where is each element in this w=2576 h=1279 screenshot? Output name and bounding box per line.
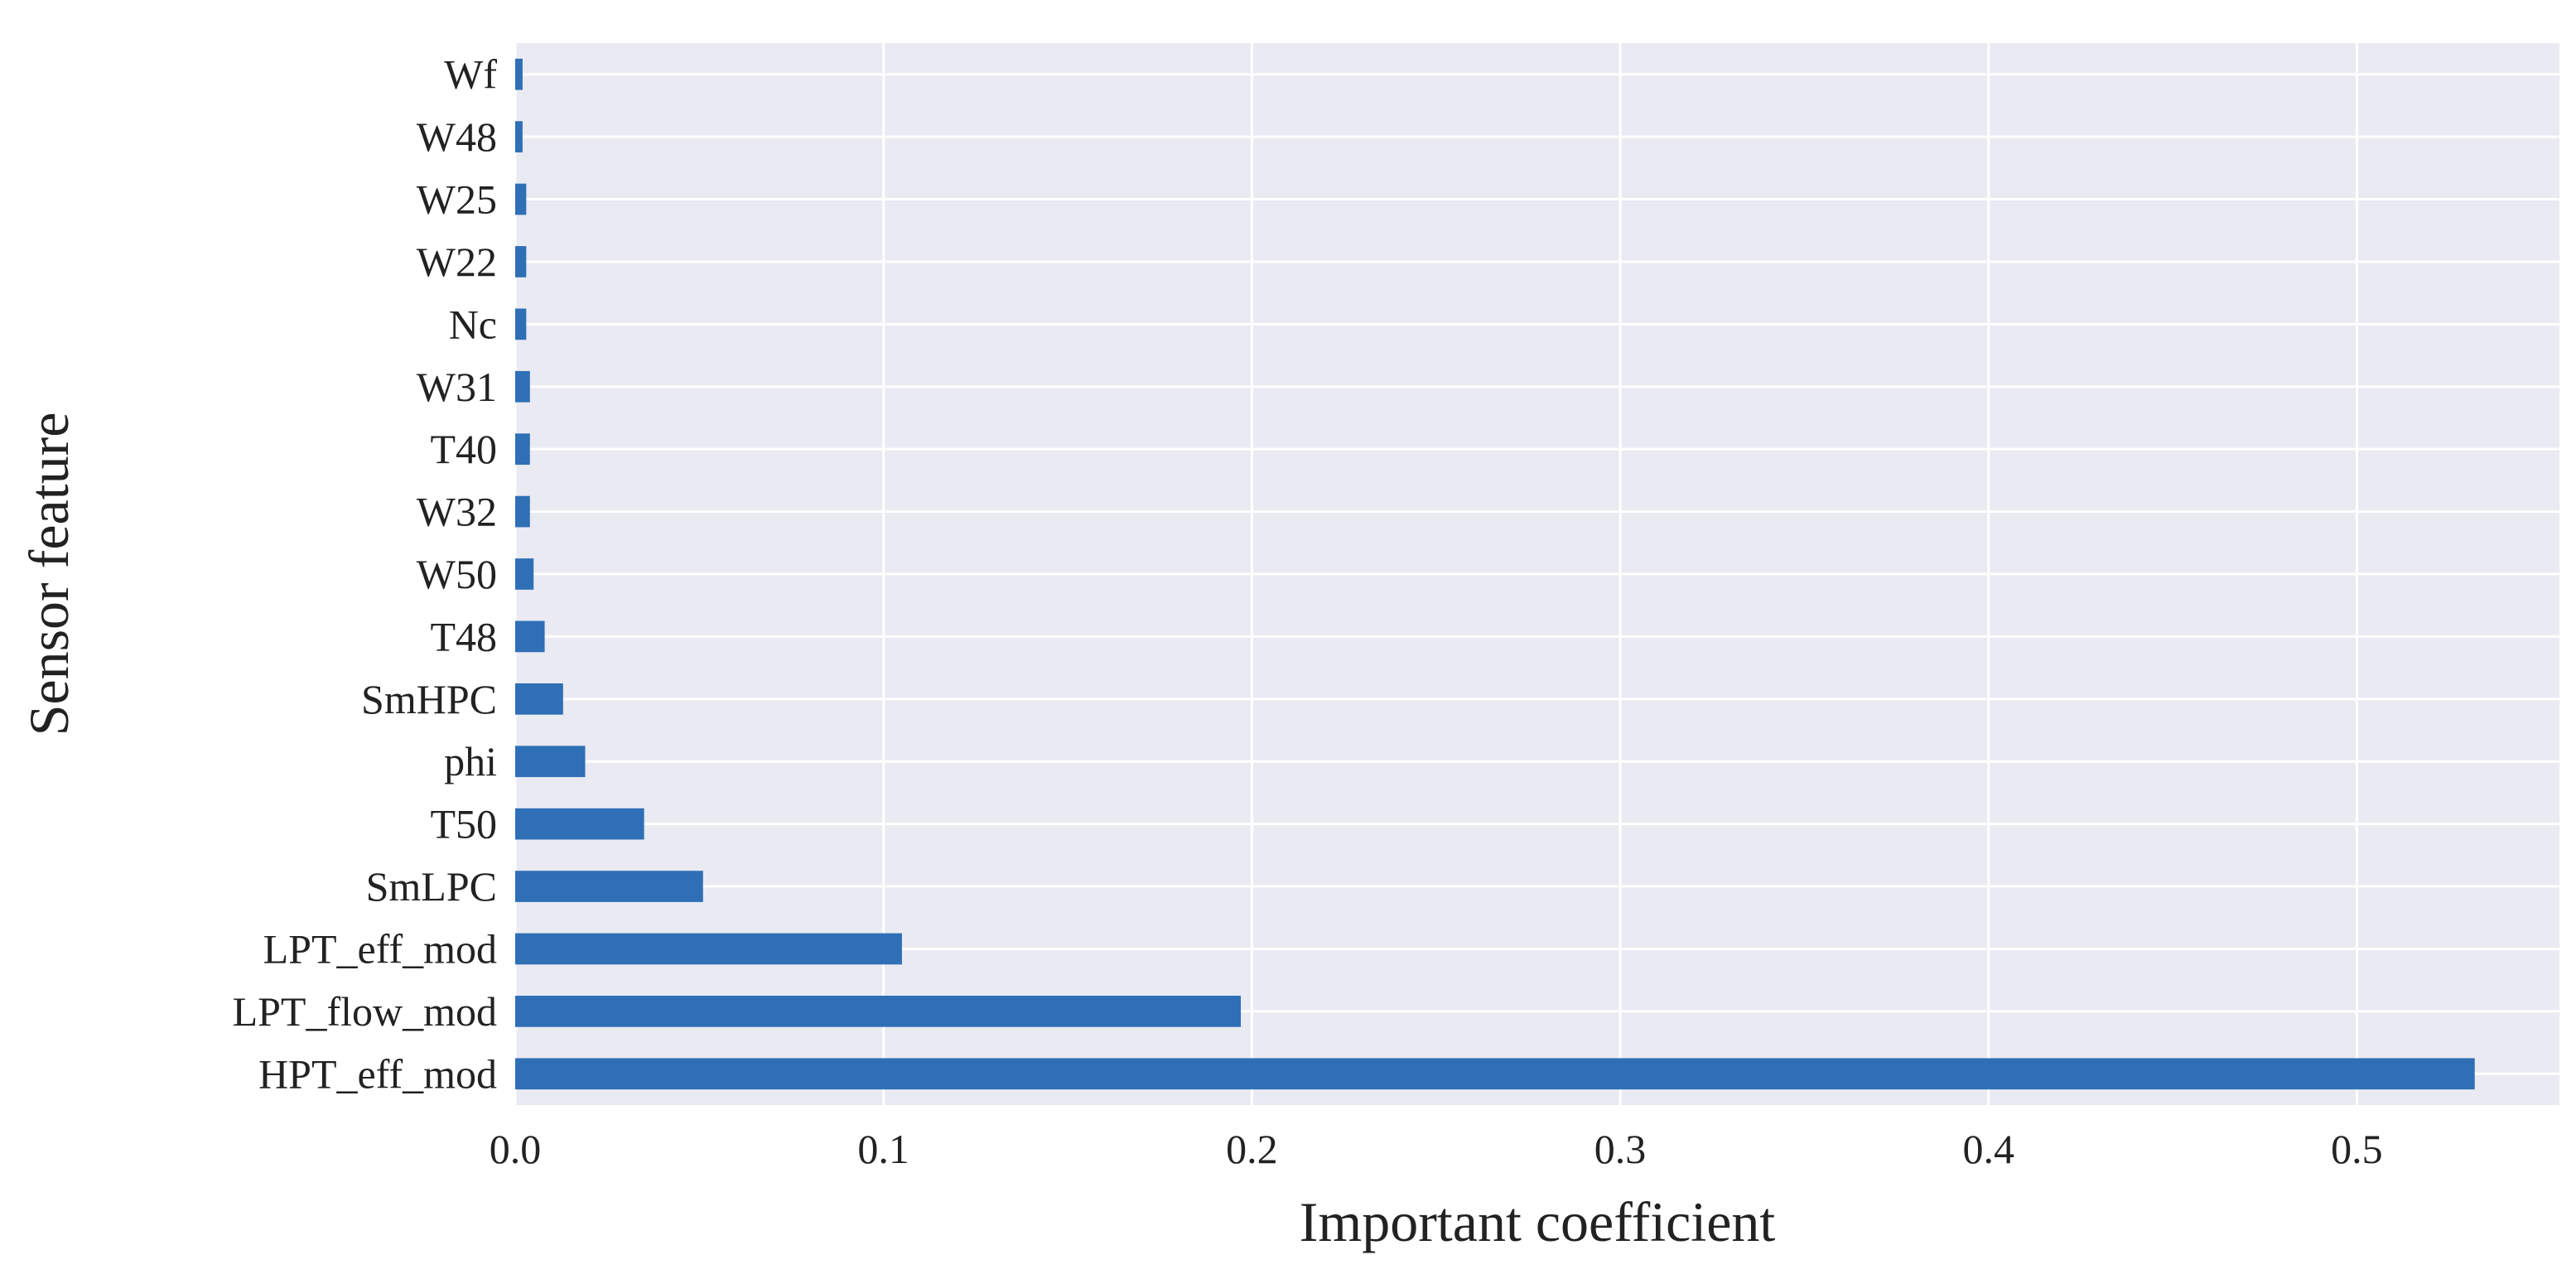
y-axis-label: Sensor feature — [17, 413, 80, 736]
y-tick-label-phi: phi — [444, 738, 497, 784]
x-tick-label-3: 0.3 — [1594, 1126, 1647, 1172]
x-tick-label-5: 0.5 — [2331, 1126, 2383, 1172]
y-tick-label-W50: W50 — [417, 551, 497, 597]
y-tick-label-LPT_eff_mod: LPT_eff_mod — [263, 925, 497, 972]
y-tick-label-HPT_eff_mod: HPT_eff_mod — [258, 1050, 497, 1097]
bar-T48 — [515, 620, 545, 653]
bar-LPT_eff_mod — [515, 933, 902, 965]
bar-SmLPC — [515, 871, 703, 902]
x-axis-label: Important coefficient — [1300, 1190, 1776, 1253]
y-tick-label-T48: T48 — [430, 613, 497, 659]
y-tick-label-Nc: Nc — [449, 301, 497, 347]
y-tick-label-W32: W32 — [417, 489, 497, 535]
y-tick-label-T40: T40 — [430, 426, 497, 472]
y-tick-label-W48: W48 — [417, 113, 497, 160]
y-tick-label-SmLPC: SmLPC — [366, 863, 497, 910]
bar-W50 — [515, 558, 534, 590]
x-tick-label-4: 0.4 — [1962, 1126, 2014, 1172]
bar-W48 — [515, 121, 523, 152]
y-tick-label-W22: W22 — [417, 239, 497, 285]
y-tick-label-SmHPC: SmHPC — [361, 676, 497, 722]
bar-LPT_flow_mod — [515, 996, 1242, 1027]
grid-lines — [514, 43, 2559, 1105]
bar-W32 — [515, 495, 530, 528]
bar-W22 — [515, 246, 527, 278]
x-tick-label-0: 0.0 — [490, 1126, 542, 1172]
bar-T50 — [515, 808, 644, 840]
y-tick-label-W25: W25 — [417, 176, 497, 223]
x-tick-labels: 0.0 0.1 0.2 0.3 0.4 0.5 — [490, 1126, 2383, 1172]
y-tick-labels: Wf W48 W25 W22 Nc W31 T40 W32 W50 T48 SmHPC phi T50 S… — [233, 51, 498, 1098]
bar-W31 — [515, 370, 530, 403]
y-tick-label-LPT_flow_mod: LPT_flow_mod — [233, 988, 497, 1035]
bar-T40 — [515, 433, 530, 466]
bars — [515, 58, 2475, 1090]
bar-W25 — [515, 183, 527, 215]
bar-SmHPC — [515, 683, 563, 715]
bar-Nc — [515, 308, 527, 340]
x-tick-label-1: 0.1 — [857, 1126, 909, 1172]
y-tick-label-Wf: Wf — [444, 51, 497, 98]
bar-Wf — [515, 58, 523, 90]
bar-HPT_eff_mod — [515, 1058, 2475, 1090]
x-tick-label-2: 0.2 — [1226, 1126, 1278, 1172]
y-tick-label-T50: T50 — [430, 801, 497, 847]
y-tick-label-W31: W31 — [417, 364, 497, 410]
bar-phi — [515, 746, 586, 778]
